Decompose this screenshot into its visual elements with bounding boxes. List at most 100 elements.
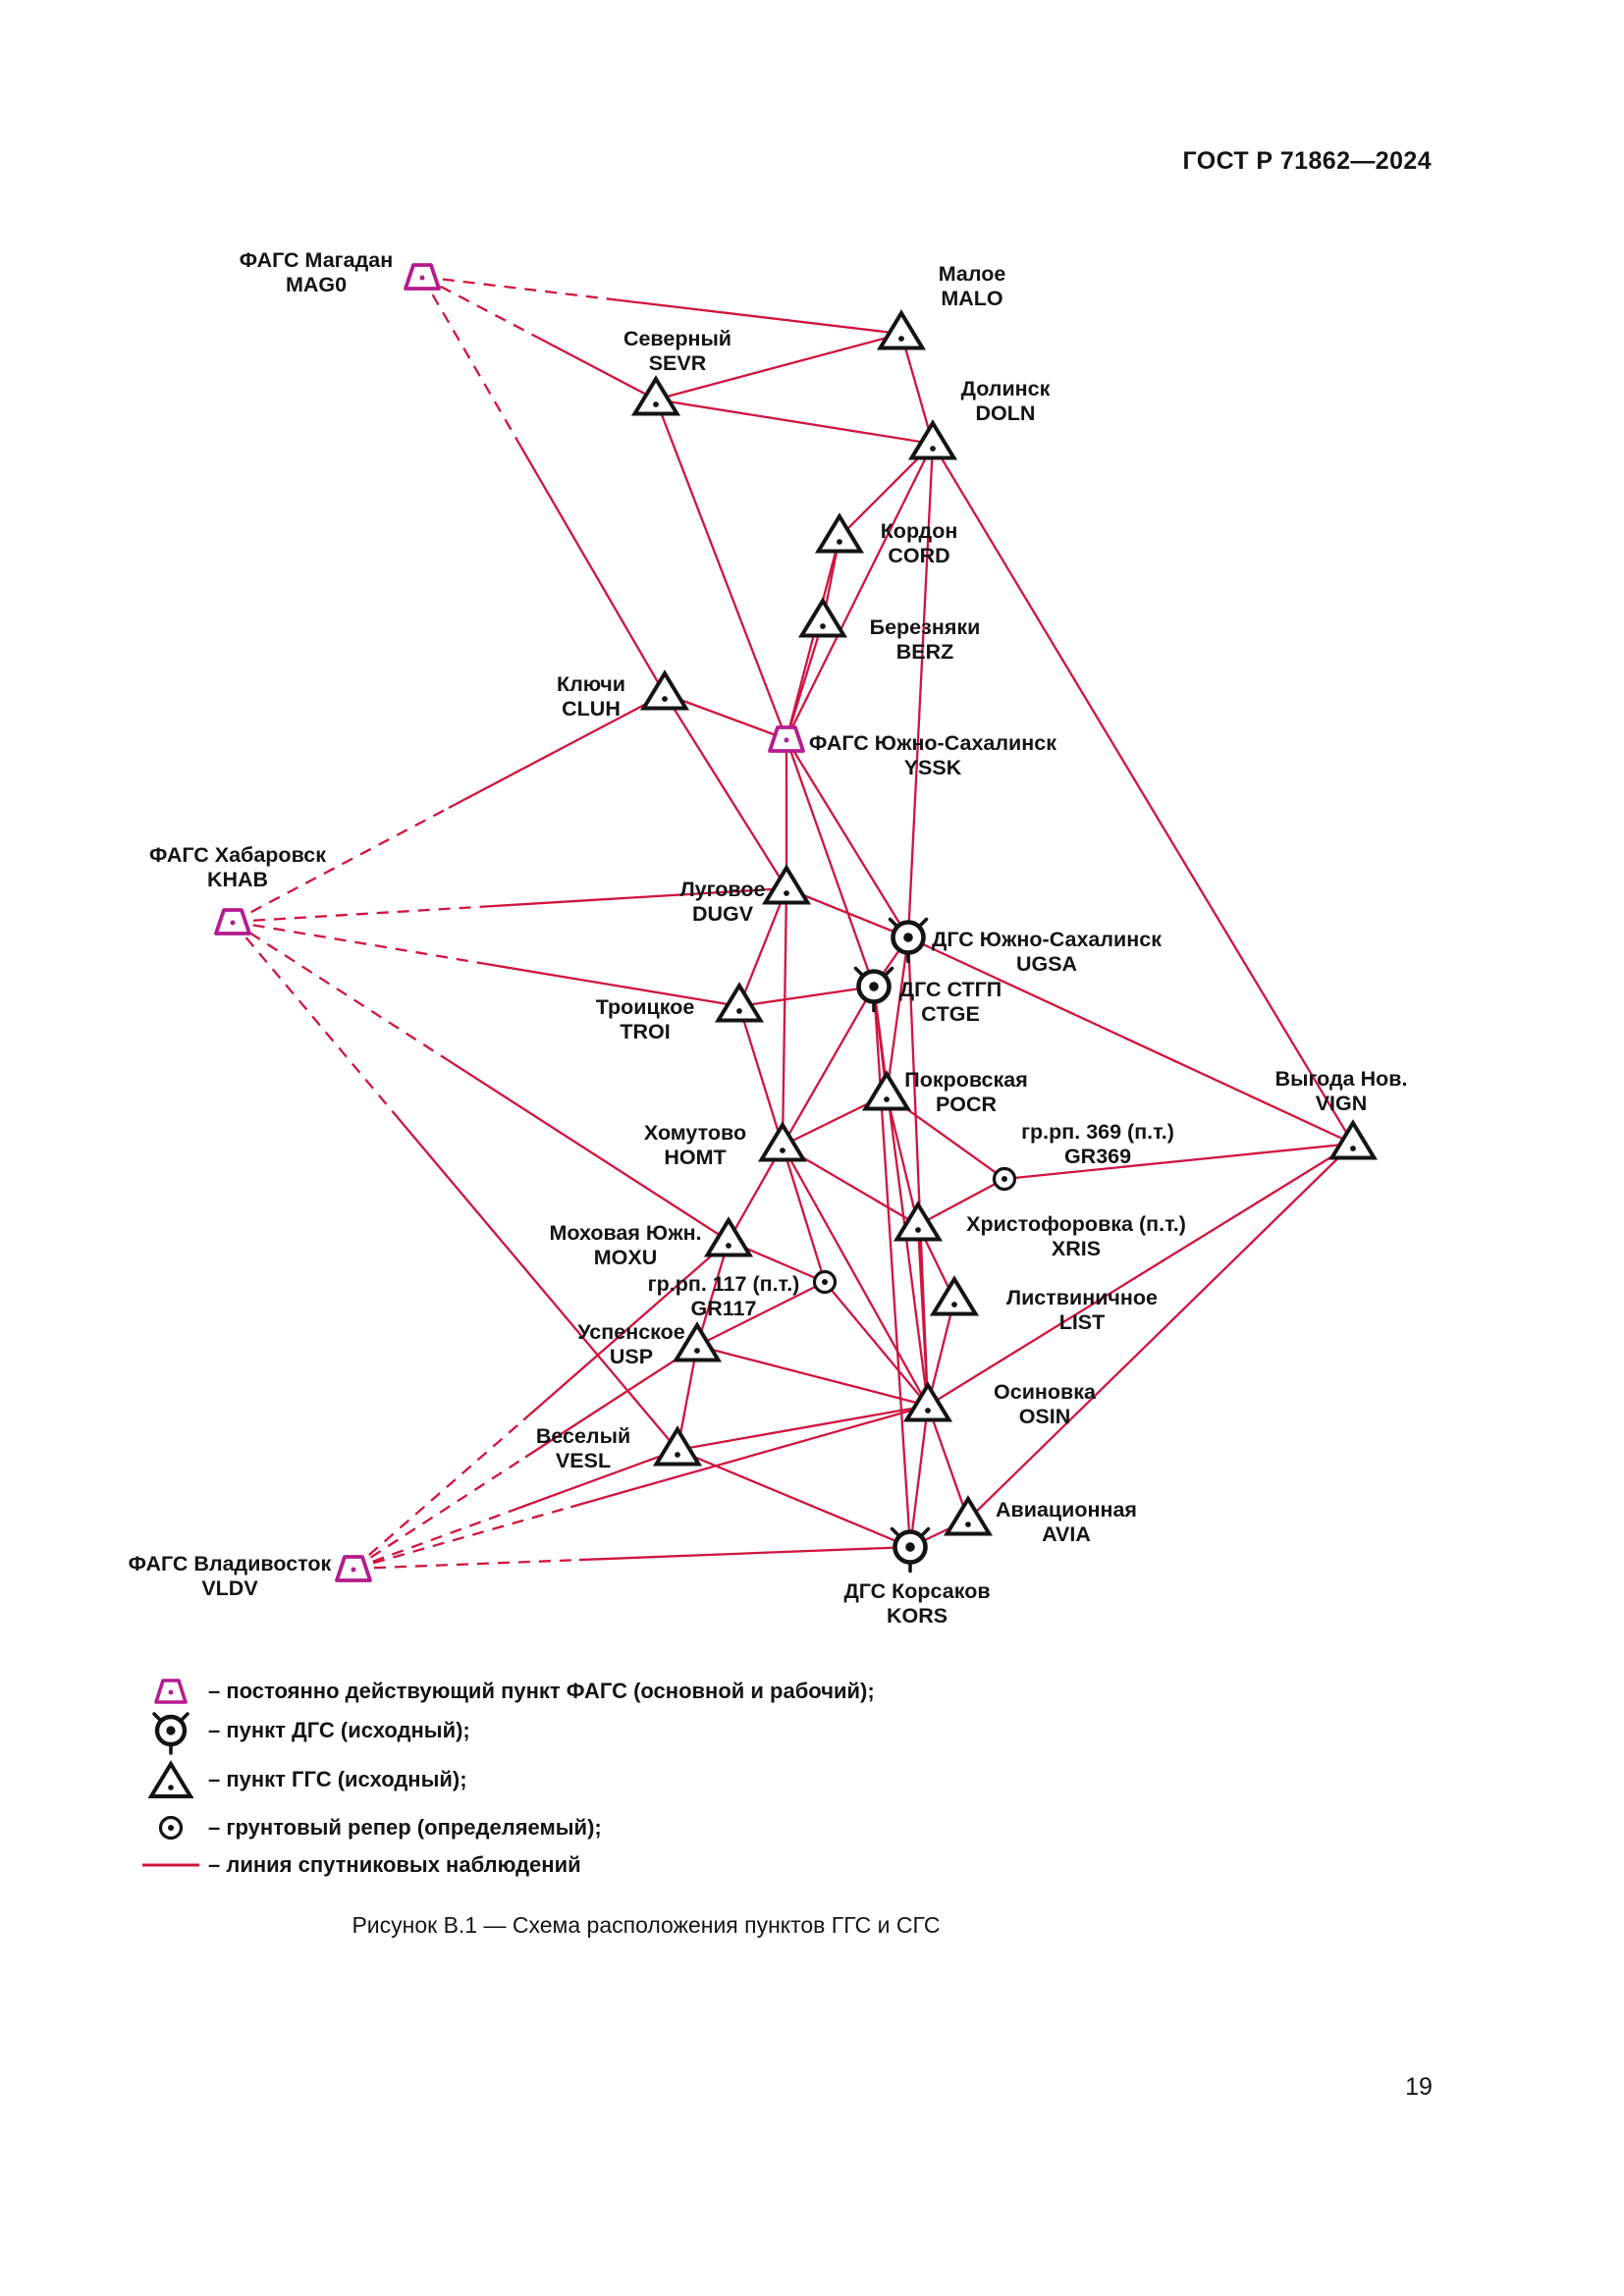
node-label-code: CORD [888, 544, 949, 567]
observation-line [785, 536, 841, 740]
node-label-name: Северный [623, 327, 731, 350]
observation-line [785, 620, 825, 740]
observation-line-dashed [232, 905, 488, 924]
document-header: ГОСТ Р 71862—2024 [1182, 147, 1432, 175]
node-VIGN [1327, 1119, 1379, 1160]
observation-line [932, 443, 1354, 1145]
node-label-code: VESL [556, 1449, 611, 1472]
node-label-name: ФАГС Хабаровск [149, 843, 326, 867]
observation-line [781, 887, 788, 1147]
ggs-triangle-icon [902, 1381, 953, 1422]
center-dot [419, 275, 425, 281]
node-YSSK [768, 725, 805, 753]
node-label-name: Троицкое [596, 995, 695, 1019]
node-DUGV [761, 864, 812, 905]
ggs-triangle-icon [639, 669, 690, 711]
node-MOXU [703, 1216, 754, 1257]
observation-line [524, 1345, 698, 1459]
legend-row-ggs: – пункт ГГС (исходный); [134, 1758, 467, 1801]
observation-line [927, 1143, 1354, 1407]
node-label-code: AVIA [1042, 1522, 1091, 1546]
observation-line [655, 332, 902, 401]
ggs-triangle-icon [1327, 1119, 1379, 1160]
observation-line-dashed [232, 921, 449, 1061]
observation-line [785, 738, 909, 938]
node-label-name: Авиационная [996, 1498, 1137, 1522]
node-label-name: Выгода Нов. [1275, 1067, 1408, 1091]
node-label-name: Долинск [961, 377, 1051, 400]
node-XRIS [893, 1201, 944, 1242]
node-label-name: ДГС Южно-Сахалинск [932, 928, 1162, 951]
observation-line [926, 1405, 970, 1521]
node-GR369 [992, 1166, 1017, 1192]
node-label-code: GR117 [691, 1297, 757, 1320]
node-TROI [714, 982, 765, 1023]
dgs-tick [890, 1526, 901, 1538]
observation-line [738, 985, 875, 1008]
node-UGSA [888, 917, 929, 964]
node-POCR [861, 1070, 912, 1111]
node-label-code: MALO [941, 287, 1002, 310]
station-symbols [214, 263, 1379, 1582]
center-dot [822, 1279, 828, 1285]
node-DOLN [907, 419, 958, 460]
node-BERZ [797, 597, 848, 638]
figure-caption: Рисунок В.1 — Схема расположения пунктов… [352, 1912, 941, 1938]
observation-line [677, 1448, 911, 1549]
observation-line [781, 1145, 827, 1283]
observation-line [908, 1405, 930, 1548]
node-MALO [876, 309, 927, 350]
center-dot [903, 933, 913, 942]
dgs-tick [919, 1526, 931, 1538]
node-LIST [929, 1275, 980, 1316]
observation-line [696, 1344, 929, 1408]
observation-line-dashed [352, 1506, 571, 1571]
observation-line [654, 399, 788, 740]
ggs-triangle-icon [893, 1201, 944, 1242]
observation-line [885, 1094, 920, 1226]
node-label-code: DOLN [976, 401, 1036, 425]
observation-line [926, 1299, 956, 1407]
observation-line-dashed [232, 921, 399, 1118]
node-label-name: Хомутово [644, 1121, 746, 1145]
ggs-triangle-icon [861, 1070, 912, 1111]
observation-line [872, 986, 912, 1548]
node-HOMT [757, 1121, 808, 1162]
observation-line [781, 1145, 930, 1407]
page-number: 19 [1405, 2073, 1433, 2101]
observation-line [617, 298, 902, 336]
node-AVIA [943, 1495, 994, 1536]
observation-line [967, 1143, 1354, 1521]
observation-line [396, 1116, 678, 1451]
node-label-name: Веселый [536, 1424, 630, 1448]
node-label-code: UGSA [1016, 952, 1077, 976]
node-GR117 [812, 1269, 838, 1295]
observation-line [824, 1281, 929, 1407]
ggs-triangle-icon [907, 419, 958, 460]
observation-line [782, 986, 875, 1147]
observation-line [737, 1005, 785, 1147]
ggs-triangle-icon [134, 1759, 208, 1800]
node-label-name: Листвиничное [1006, 1286, 1158, 1309]
observation-line [696, 1280, 826, 1348]
observation-line [917, 1177, 1005, 1227]
legend-label: – грунтовый репер (определяемый); [208, 1815, 602, 1840]
observation-line [899, 333, 935, 445]
observation-line [569, 1404, 929, 1509]
legend-row-benchmark: – грунтовый репер (определяемый); [134, 1806, 602, 1849]
center-dot [784, 737, 789, 743]
observation-line [655, 398, 934, 446]
center-dot [915, 1227, 921, 1233]
observation-line [447, 1058, 730, 1242]
node-CORD [814, 512, 865, 554]
node-label-name: Кордон [881, 519, 958, 543]
node-SEVR [630, 375, 681, 416]
center-dot [930, 446, 936, 452]
node-label-name: ФАГС Магадан [240, 248, 393, 272]
node-label-code: USP [610, 1345, 653, 1368]
ggs-triangle-icon [652, 1425, 703, 1467]
center-dot [898, 336, 904, 342]
legend-row-dgs: – пункт ДГС (исходный); [134, 1709, 470, 1755]
center-dot [662, 696, 668, 702]
ggs-triangle-icon [929, 1275, 980, 1316]
